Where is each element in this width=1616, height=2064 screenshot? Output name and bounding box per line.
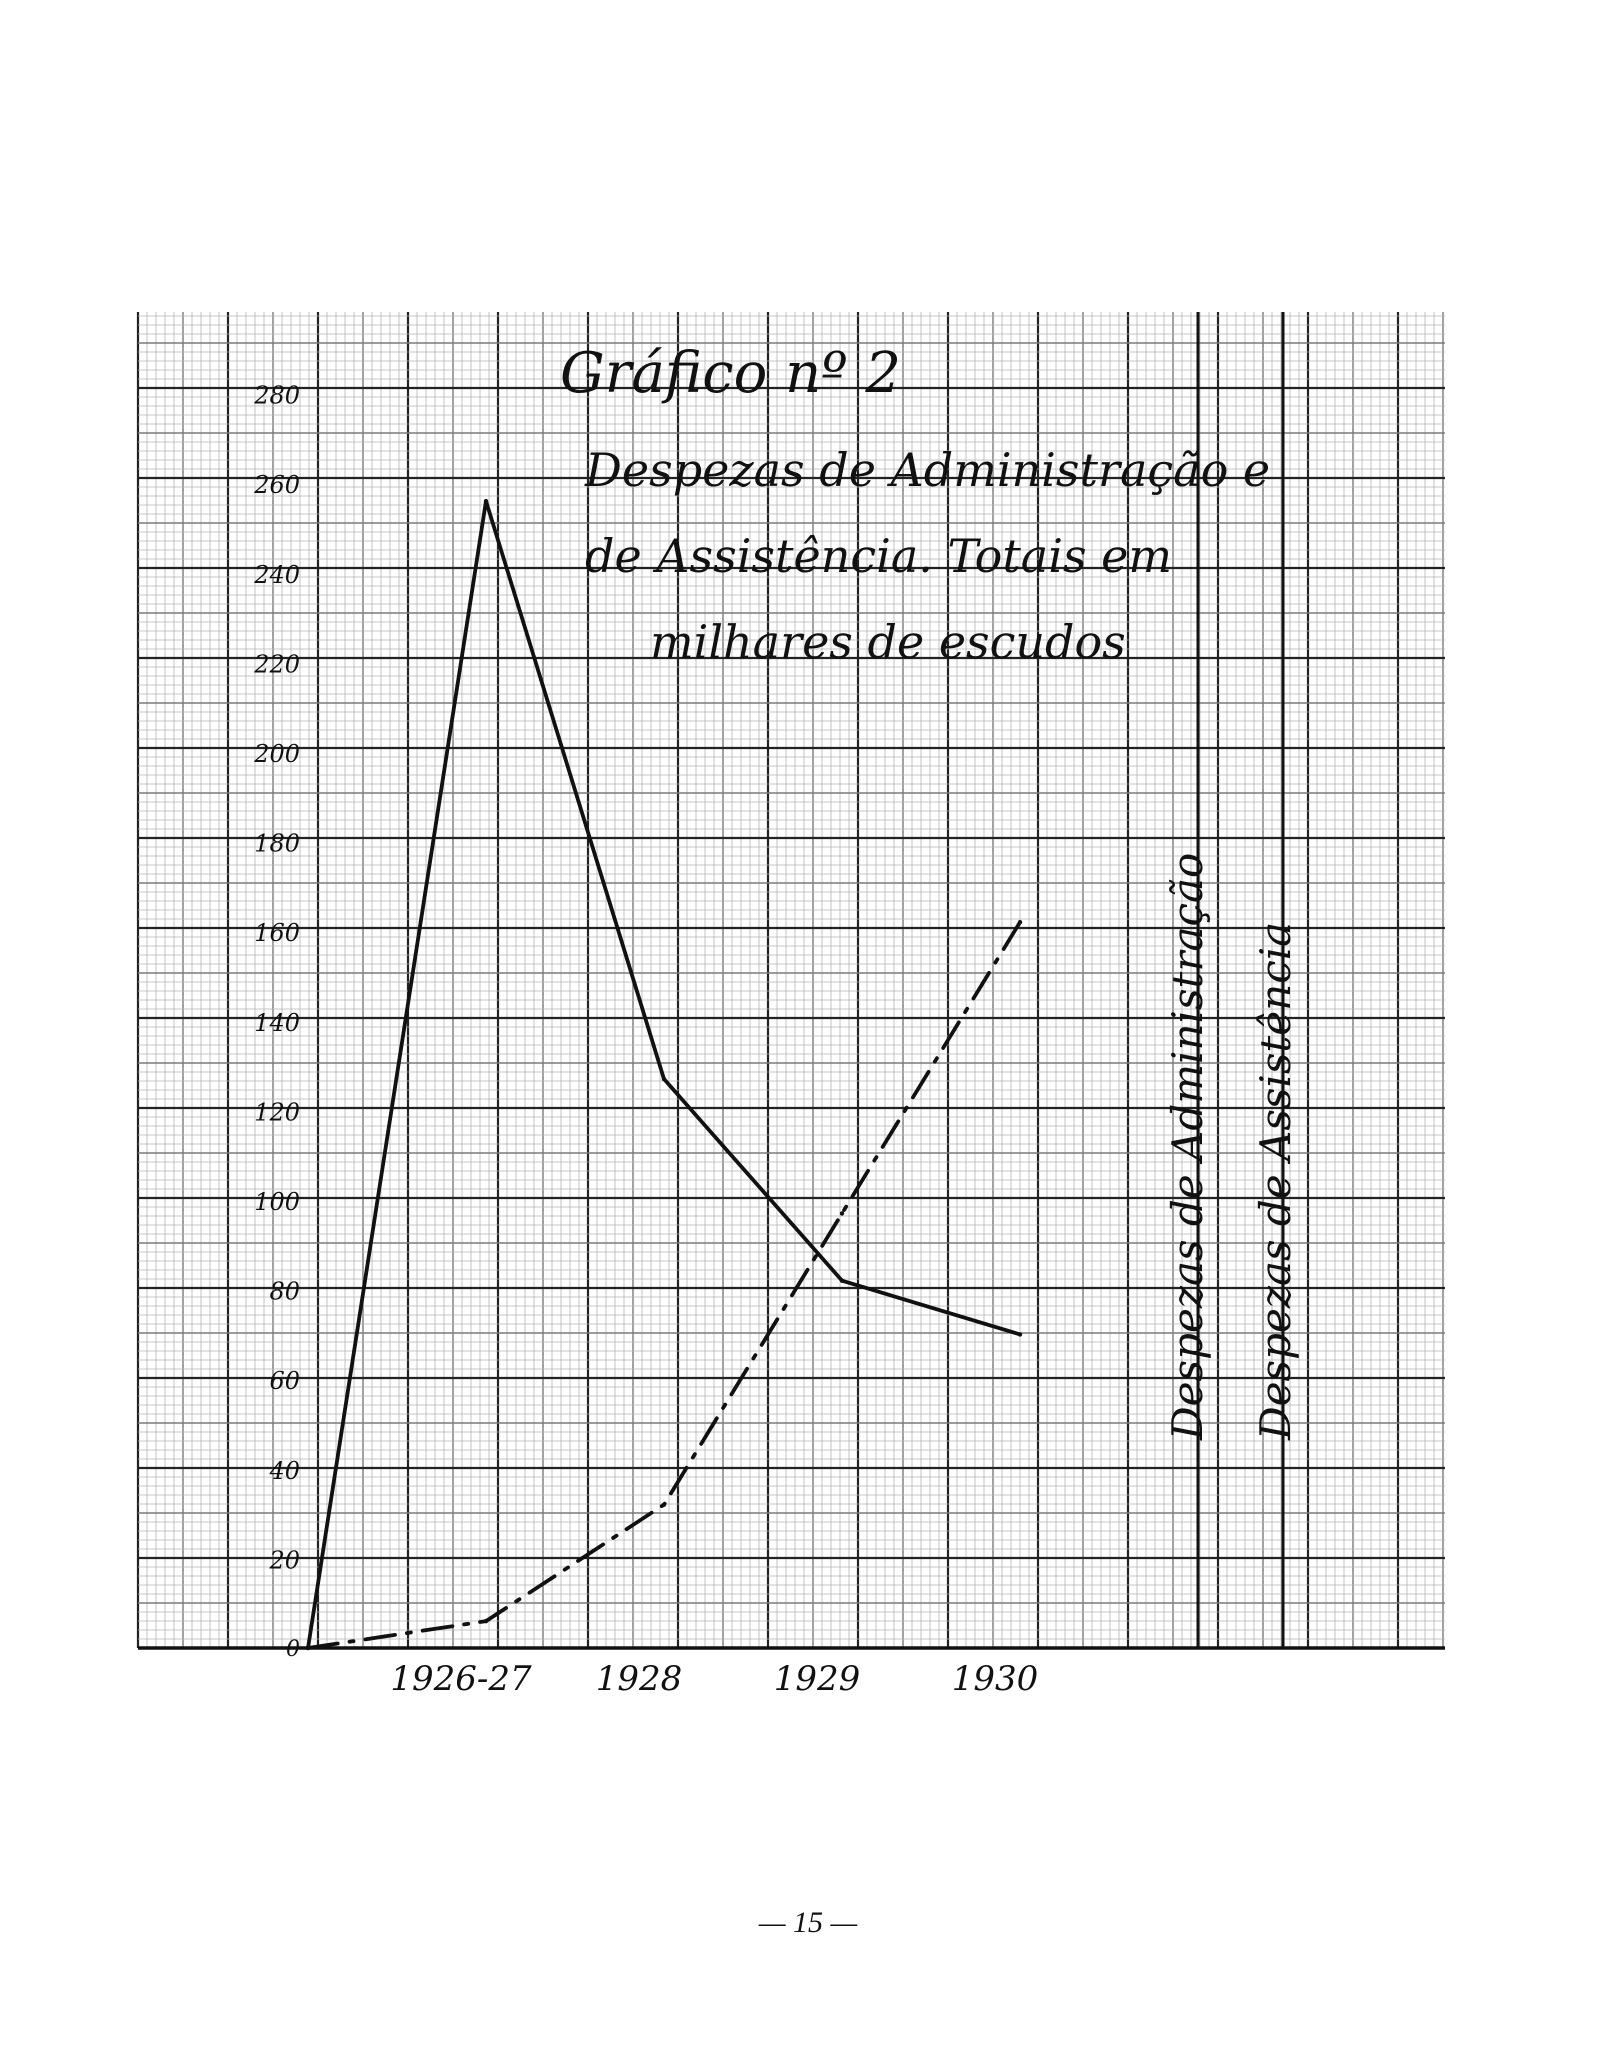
chart-subtitle-line-1: Despezas de Administração e	[584, 443, 1270, 497]
data-point	[661, 1076, 667, 1082]
x-tick-label: 1929	[774, 1659, 861, 1699]
data-point	[839, 1278, 845, 1283]
y-tick-label: 180	[254, 830, 300, 858]
y-tick-label: 100	[254, 1188, 300, 1216]
series-line-administracao	[306, 499, 1022, 1650]
y-tick-label: 120	[254, 1098, 300, 1126]
y-tick-labels: 20 40 60 80 100 120 140 160 180 200 220 240 260 280 0	[253, 382, 300, 1662]
data-point	[1017, 920, 1023, 925]
y-tick-label: 160	[254, 919, 300, 947]
data-point	[839, 1211, 845, 1216]
x-tick-labels: 1926-27 1928 1929 1930	[390, 1659, 1038, 1699]
data-point	[483, 498, 489, 504]
x-tick-label: 1928	[596, 1659, 683, 1699]
data-point	[661, 1502, 667, 1507]
y-tick-label: 200	[253, 740, 300, 768]
chart-title: Gráfico nº 2	[560, 341, 901, 406]
y-tick-label: 260	[253, 471, 300, 499]
graph-paper-grid	[136, 312, 1445, 1650]
data-point	[1017, 1332, 1023, 1337]
data-point	[483, 1618, 489, 1624]
chart-subtitle-line-3: milhares de escudos	[650, 615, 1126, 669]
y-tick-label: 220	[253, 650, 300, 678]
series-lines	[305, 498, 1023, 1651]
y-tick-label: 140	[254, 1009, 300, 1037]
page-number: — 15 —	[758, 1906, 858, 1939]
y-tick-label: 280	[253, 382, 300, 410]
y-tick-label: 80	[269, 1278, 300, 1306]
y-tick-label: 240	[253, 561, 300, 589]
chart-titles: Gráfico nº 2 Despezas de Administração e…	[560, 341, 1270, 669]
data-point	[305, 1645, 311, 1651]
y-tick-label: 40	[268, 1457, 300, 1485]
y-tick-label: 20	[268, 1546, 300, 1574]
y-tick-label: 0	[286, 1637, 300, 1662]
x-tick-label: 1930	[952, 1659, 1039, 1699]
series-line-assistencia	[306, 920, 1022, 1650]
x-tick-label: 1926-27	[390, 1659, 532, 1699]
legend-entry-assistencia: Despezas de Assistência	[1251, 922, 1300, 1441]
chart-subtitle-line-2: de Assistência. Totais em	[585, 529, 1172, 583]
y-tick-label: 60	[269, 1367, 300, 1395]
legend: Despezas de Administração Despezas de As…	[1163, 853, 1300, 1441]
legend-entry-administracao: Despezas de Administração	[1163, 853, 1212, 1441]
